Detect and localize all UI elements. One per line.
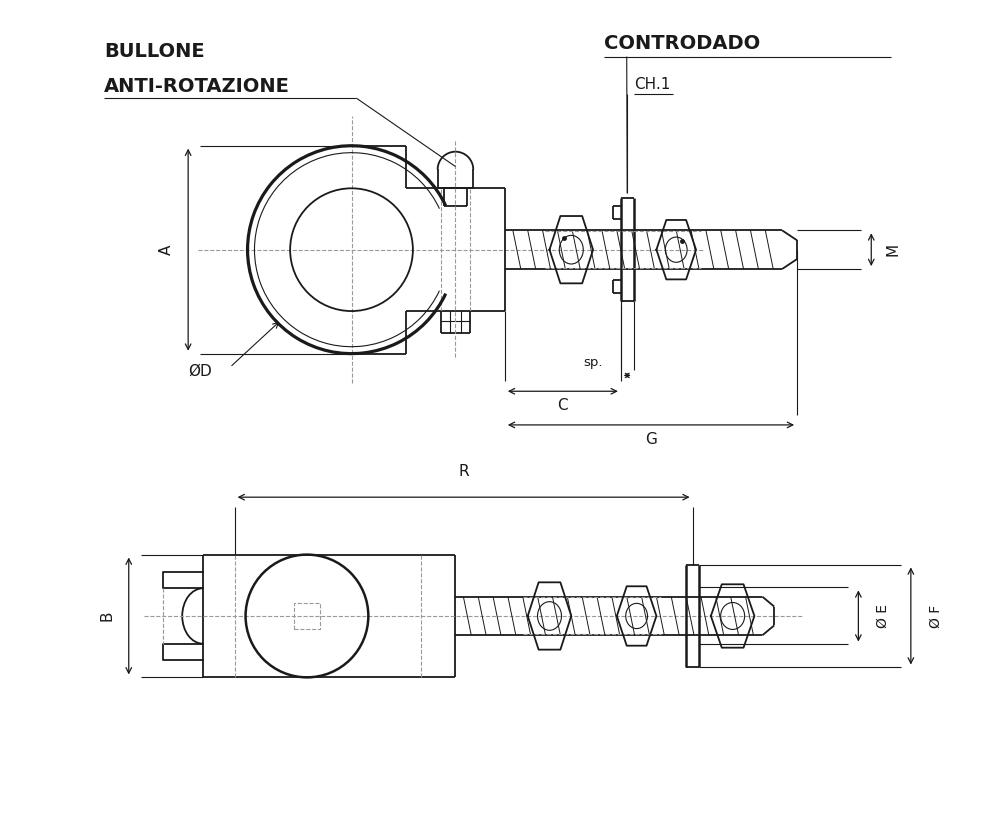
Text: ANTI-ROTAZIONE: ANTI-ROTAZIONE: [104, 77, 290, 96]
Text: Ø F: Ø F: [929, 605, 943, 627]
Text: Ø E: Ø E: [876, 604, 890, 628]
Text: BULLONE: BULLONE: [104, 42, 205, 61]
Text: CH.1: CH.1: [634, 77, 670, 92]
Text: R: R: [458, 464, 469, 479]
Text: A: A: [159, 245, 174, 255]
Text: C: C: [558, 398, 568, 413]
Text: G: G: [645, 431, 657, 446]
Text: M: M: [886, 243, 901, 257]
Text: ØD: ØD: [188, 364, 212, 379]
Text: B: B: [99, 611, 114, 621]
Text: sp.: sp.: [583, 357, 603, 370]
Text: CONTRODADO: CONTRODADO: [604, 34, 760, 53]
Bar: [294, 603, 320, 629]
